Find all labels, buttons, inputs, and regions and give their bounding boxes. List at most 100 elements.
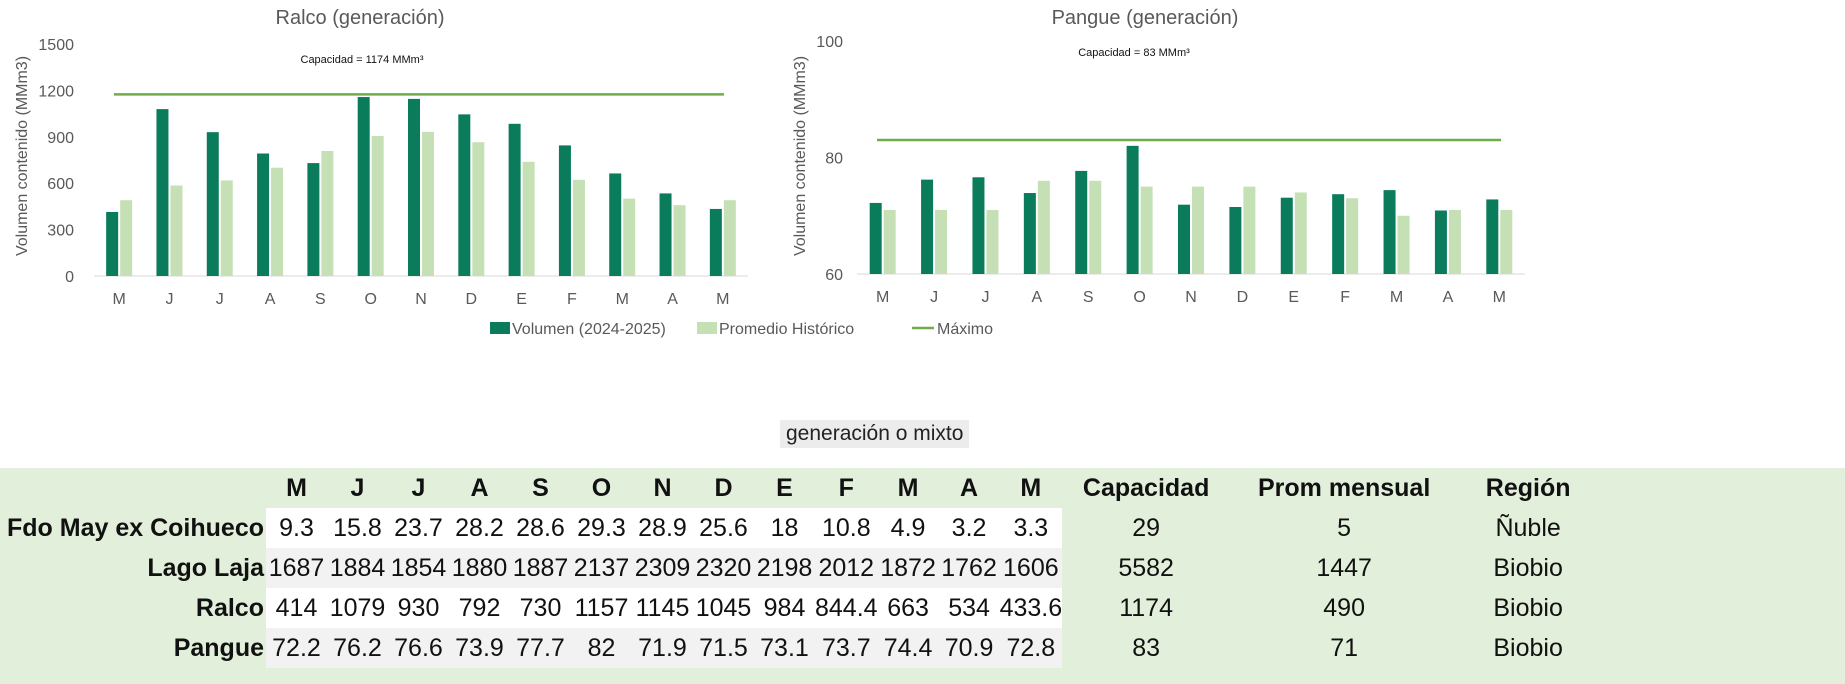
chart-title: Ralco (generación) <box>276 7 445 29</box>
header-region: Región <box>1485 473 1571 502</box>
table-cell: 76.6 <box>388 628 449 668</box>
bar-volumen <box>1434 210 1447 274</box>
cell-region: Biobio <box>1493 553 1563 582</box>
x-tick-label: S <box>1083 289 1094 306</box>
y-tick-label: 100 <box>816 34 843 51</box>
header-month: E <box>776 473 793 502</box>
bar-volumen <box>458 114 471 276</box>
table-cell: 984 <box>754 588 815 628</box>
x-tick-label: E <box>1288 289 1299 306</box>
bar-promedio <box>723 200 736 276</box>
table-row: Ralco 414 1079 930 792 730 1157 1145 1045 984 844.… <box>0 588 1598 628</box>
chart-title: Pangue (generación) <box>1052 7 1239 29</box>
x-tick-label: A <box>265 291 276 308</box>
bar-volumen <box>709 208 722 276</box>
bar-promedio <box>673 205 686 276</box>
header-month: M <box>897 473 919 502</box>
bar-promedio <box>371 136 384 276</box>
table-cell: 2198 <box>754 548 815 588</box>
x-tick-label: M <box>1390 289 1403 306</box>
bar-volumen <box>106 211 119 276</box>
x-tick-label: S <box>315 291 326 308</box>
x-tick-label: N <box>415 291 427 308</box>
bar-promedio <box>1243 186 1256 274</box>
bar-volumen <box>972 177 985 274</box>
table-cell: 2309 <box>632 548 693 588</box>
x-tick-label: N <box>1185 289 1197 306</box>
bar-promedio <box>1397 215 1410 274</box>
bar-promedio <box>883 209 896 274</box>
table-cell: 1145 <box>632 588 693 628</box>
y-tick-label: 60 <box>825 267 843 284</box>
legend-swatch <box>490 322 510 334</box>
header-month: J <box>411 473 426 502</box>
legend-label: Volumen (2024-2025) <box>512 321 666 338</box>
x-tick-label: M <box>616 291 629 308</box>
bar-volumen <box>408 98 420 276</box>
header-month: N <box>653 473 672 502</box>
table-cell: 730 <box>510 588 571 628</box>
cell-prom-mensual: 5 <box>1337 513 1352 542</box>
bar-volumen <box>1229 207 1242 274</box>
bar-volumen <box>156 109 169 276</box>
table-cell: 9.3 <box>266 508 327 548</box>
cell-prom-mensual: 71 <box>1330 633 1359 662</box>
table-cell: 10.8 <box>815 508 878 548</box>
table-cell: 18 <box>754 508 815 548</box>
x-tick-label: M <box>716 291 729 308</box>
table-cell: 28.9 <box>632 508 693 548</box>
bar-promedio <box>170 185 183 276</box>
cell-prom-mensual: 490 <box>1323 593 1365 622</box>
table-row: Lago Laja 1687 1884 1854 1880 1887 2137 2309 232… <box>0 548 1598 588</box>
bar-promedio <box>1037 180 1050 274</box>
table-cell: 73.1 <box>754 628 815 668</box>
bar-promedio <box>1140 186 1153 274</box>
table-cell: 74.4 <box>877 628 939 668</box>
header-month: S <box>532 473 549 502</box>
table-cell: 4.9 <box>877 508 939 548</box>
bar-promedio <box>271 167 284 276</box>
y-tick-label: 600 <box>47 176 74 193</box>
bar-volumen <box>1178 204 1190 274</box>
table-cell: 3.3 <box>999 508 1063 548</box>
bar-promedio <box>422 131 434 276</box>
cell-capacidad: 1174 <box>1119 593 1173 622</box>
x-tick-label: D <box>1237 289 1249 306</box>
table-cell: 2137 <box>571 548 632 588</box>
y-axis-label: Volumen contenido (MMm3) <box>792 56 809 256</box>
x-tick-label: O <box>1133 289 1145 306</box>
row-name: Fdo May ex Coihueco <box>7 513 264 542</box>
bar-promedio <box>1448 209 1461 274</box>
table-cell: 792 <box>449 588 510 628</box>
legend-label: Promedio Histórico <box>719 321 854 338</box>
table-cell: 1079 <box>327 588 388 628</box>
row-name: Pangue <box>173 633 264 662</box>
table-cell: 71.9 <box>632 628 693 668</box>
header-month: M <box>286 473 307 502</box>
table-cell: 76.2 <box>327 628 388 668</box>
row-name: Lago Laja <box>147 553 264 582</box>
y-tick-label: 80 <box>825 151 843 168</box>
bar-promedio <box>321 151 334 276</box>
header-corner <box>0 468 266 508</box>
bar-promedio <box>1346 198 1359 274</box>
y-tick-label: 1200 <box>38 83 74 100</box>
legend-swatch <box>697 322 717 334</box>
table-cell: 28.6 <box>510 508 571 548</box>
bar-volumen <box>1280 197 1293 274</box>
x-tick-label: M <box>1493 289 1506 306</box>
bar-volumen <box>921 179 934 274</box>
table-cell: 70.9 <box>938 628 1000 668</box>
table-cell: 1872 <box>877 548 939 588</box>
cell-region: Biobio <box>1493 593 1563 622</box>
bar-promedio <box>572 179 585 276</box>
x-tick-label: O <box>364 291 376 308</box>
table-cell: 1880 <box>449 548 510 588</box>
header-month: J <box>350 473 365 502</box>
cell-region: Ñuble <box>1495 513 1561 542</box>
x-tick-label: M <box>112 291 125 308</box>
x-tick-label: A <box>1443 289 1454 306</box>
bar-promedio <box>522 161 535 276</box>
x-tick-label: J <box>981 289 989 306</box>
header-month: O <box>591 473 612 502</box>
